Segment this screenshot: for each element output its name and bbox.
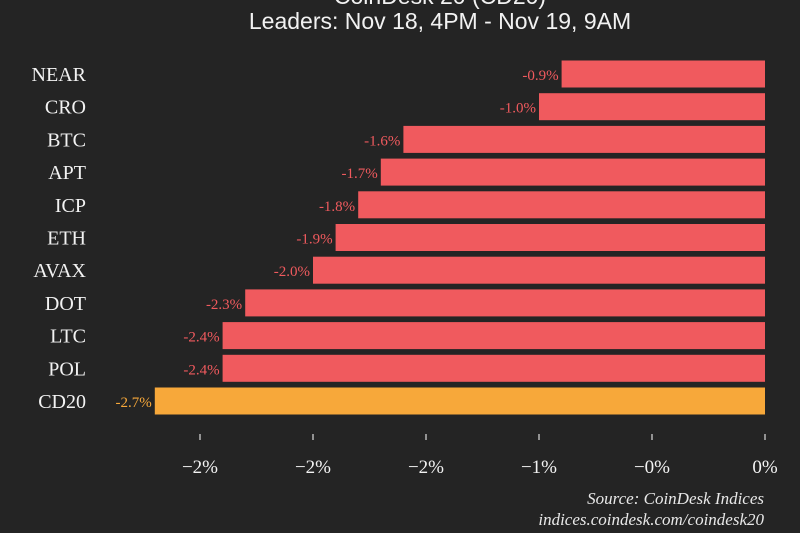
- bar-avax: [313, 256, 765, 284]
- data-label-ltc: -2.4%: [183, 330, 219, 346]
- source-url: indices.coindesk.com/coindesk20: [538, 510, 764, 529]
- data-label-apt: -1.7%: [342, 166, 378, 182]
- chart-subtitle: Leaders: Nov 18, 4PM - Nov 19, 9AM: [248, 8, 632, 34]
- bar-apt: [380, 158, 765, 186]
- data-label-eth: -1.9%: [296, 232, 332, 248]
- data-label-cd20: -2.7%: [116, 395, 152, 411]
- data-label-avax: -2.0%: [274, 264, 310, 280]
- bar-btc: [403, 125, 765, 153]
- category-label-avax: AVAX: [33, 260, 86, 282]
- category-label-apt: APT: [48, 162, 86, 184]
- data-label-near: -0.9%: [522, 68, 558, 84]
- source-label: Source: CoinDesk Indices: [587, 489, 764, 508]
- category-label-ltc: LTC: [50, 326, 86, 348]
- bar-icp: [358, 191, 765, 219]
- category-label-btc: BTC: [47, 129, 86, 151]
- x-tick-label: 0%: [752, 457, 778, 478]
- bar-ltc: [222, 322, 766, 350]
- category-label-icp: ICP: [55, 195, 86, 217]
- x-tick-label: −1%: [521, 457, 557, 478]
- bar-cd20: [154, 387, 766, 415]
- category-label-cro: CRO: [45, 97, 86, 119]
- data-label-btc: -1.6%: [364, 133, 400, 149]
- category-label-cd20: CD20: [38, 391, 86, 413]
- data-label-dot: -2.3%: [206, 297, 242, 313]
- category-label-pol: POL: [48, 358, 86, 380]
- category-label-dot: DOT: [45, 293, 86, 315]
- bar-dot: [245, 289, 765, 317]
- x-tick-label: −0%: [634, 457, 670, 478]
- data-label-cro: -1.0%: [500, 101, 536, 117]
- x-tick-label: −2%: [295, 457, 331, 478]
- x-tick-label: −2%: [182, 457, 218, 478]
- bar-near: [561, 60, 765, 88]
- bar-eth: [335, 224, 765, 251]
- bar-cro: [539, 93, 765, 121]
- x-tick-label: −2%: [408, 457, 444, 478]
- bar-pol: [222, 354, 766, 382]
- chart-title: CoinDesk 20 (CD20): [0, 0, 800, 10]
- category-label-eth: ETH: [47, 228, 86, 250]
- data-label-pol: -2.4%: [183, 362, 219, 378]
- data-label-icp: -1.8%: [319, 199, 355, 215]
- category-label-near: NEAR: [32, 64, 87, 86]
